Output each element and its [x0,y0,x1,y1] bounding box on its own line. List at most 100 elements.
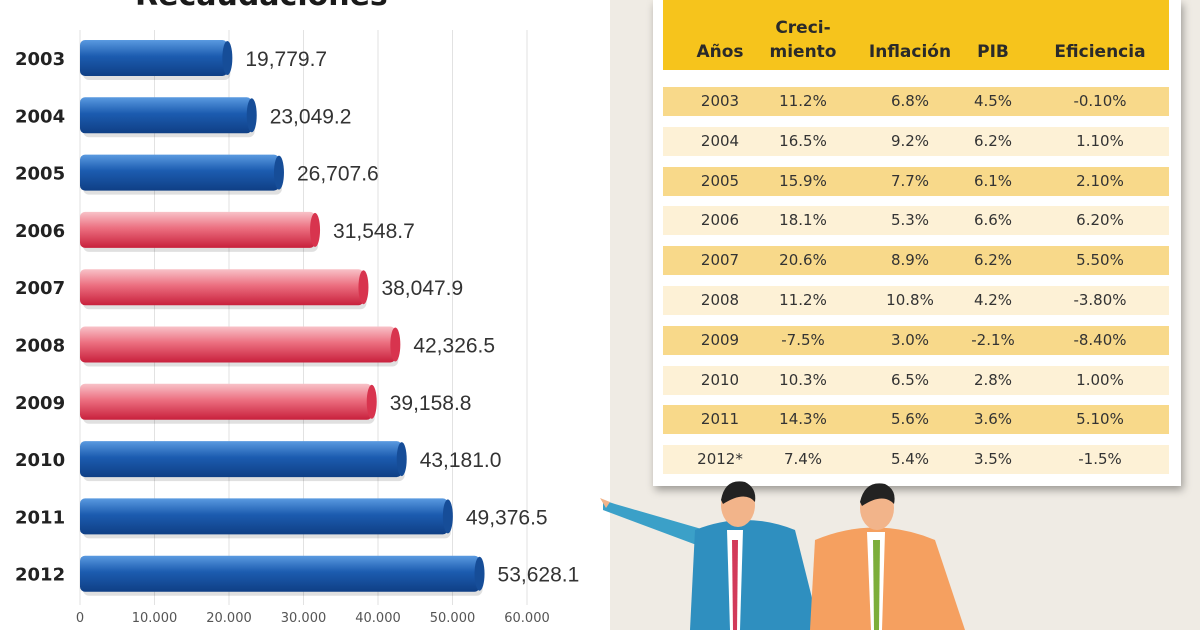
table-cell: 4.5% [973,92,1013,110]
column-header: Eficiencia [1054,42,1146,62]
table-cell: -3.80% [1073,291,1127,309]
bar [80,326,396,363]
x-tick-label: 40.000 [355,611,401,626]
table-cell: -8.40% [1073,330,1127,349]
man-left [600,481,820,630]
table-cell: 14.3% [779,410,827,429]
table-cell: 5.4% [890,450,930,469]
indicators-table: Años Creci- miento Inflación PIB Eficiencia … [653,0,1181,486]
table-row: 2008 11.2% 10.8% 4.2% -3.80% [663,286,1169,315]
table-cell: 2.10% [1076,171,1124,190]
x-tick-label: 50.000 [430,611,476,626]
y-category-label: 2005 [15,164,65,185]
table-cell: 18.1% [779,211,827,230]
table-cell: -1.5% [1078,450,1122,469]
table-row: 2012* 7.4% 5.4% 3.5% -1.5% [663,445,1169,475]
table-cell: 6.2% [973,251,1013,270]
column-header: PIB [977,42,1009,62]
bar [80,269,364,306]
table-cell: 15.9% [779,171,827,190]
data-label: 49,376.5 [466,506,548,529]
table-cell: 5.6% [890,410,930,429]
x-tick-label: 30.000 [281,611,327,626]
data-label: 39,158.8 [390,392,472,415]
bar-end [366,384,377,419]
table-cell: 2.8% [973,370,1013,389]
data-label: 31,548.7 [333,220,415,243]
bar [80,383,372,420]
table-cell: 6.8% [890,92,930,110]
table-cell: 9.2% [890,131,930,150]
bar-end [310,212,321,247]
x-tick-label: 60.000 [504,611,550,626]
table-cell: 1.00% [1076,370,1124,389]
businessmen-illustration [600,481,965,630]
table-cell: 5.50% [1076,251,1124,270]
table-cell: 8.9% [890,251,930,270]
table-cell: 6.5% [890,370,930,389]
table-cell: 6.2% [973,131,1013,150]
column-header: Inflación [868,42,952,62]
table-cell: 2009 [700,330,740,349]
data-label: 38,047.9 [381,277,463,300]
table-cell: 4.2% [973,291,1013,309]
table-row: 2004 16.5% 9.2% 6.2% 1.10% [663,126,1169,156]
table-row: 2010 10.3% 6.5% 2.8% 1.00% [663,365,1169,395]
bar [80,441,402,478]
table-row: 2011 14.3% 5.6% 3.6% 5.10% [663,405,1169,435]
x-tick-label: 20.000 [206,611,252,626]
table-cell: 6.1% [973,171,1013,190]
bar-chart: 0 10.000 20.000 30.000 40.000 50.000 60.000 200… [15,30,580,626]
table-cell: 2004 [700,131,740,150]
table-cell: 10.3% [779,370,827,389]
man-right [810,483,965,630]
y-category-label: 2006 [15,221,65,242]
table-cell: 5.3% [890,211,930,230]
table-cell: 5.10% [1076,410,1124,429]
table-cell: -7.5% [781,330,825,349]
table-cell: 3.5% [973,450,1013,469]
table-cell: 3.0% [890,330,930,349]
bar [80,555,480,592]
x-tick-label: 10.000 [132,611,178,626]
table-cell: 6.20% [1076,211,1124,230]
table-cell: 2012* [697,450,743,469]
table-row: 2003 11.2% 6.8% 4.5% -0.10% [663,87,1169,116]
table-cell: 2006 [700,211,740,230]
y-category-label: 2012 [15,565,65,586]
y-category-label: 2010 [15,450,65,471]
table-cell: 7.4% [783,450,823,469]
table-cell: 6.6% [973,211,1013,230]
chart-title: Recaudaciones [135,0,388,13]
table-cell: 11.2% [779,291,827,309]
bar [80,40,228,76]
data-label: 53,628.1 [498,564,580,587]
y-category-label: 2008 [15,336,65,357]
table-cell: 7.7% [890,171,930,190]
table-cell: 20.6% [779,251,827,270]
x-tick-label: 0 [76,611,84,626]
data-label: 26,707.6 [297,163,379,186]
table-cell: -0.10% [1073,92,1127,110]
table-cell: 2005 [700,171,740,190]
table-cell: 3.6% [973,410,1013,429]
table-row: 2006 18.1% 5.3% 6.6% 6.20% [663,206,1169,236]
table-cell: 2003 [700,92,740,110]
bar [80,154,279,191]
table-cell: 11.2% [779,92,827,110]
column-header: Creci- miento [769,18,837,62]
y-category-label: 2003 [15,49,65,70]
y-category-label: 2004 [15,106,65,127]
bar-end [396,442,407,477]
data-label: 42,326.5 [413,335,495,358]
bar [80,498,448,535]
table-row: 2009 -7.5% 3.0% -2.1% -8.40% [663,325,1169,355]
table-row: 2005 15.9% 7.7% 6.1% 2.10% [663,166,1169,196]
column-header: Años [696,42,744,62]
y-category-label: 2011 [15,507,65,528]
data-label: 43,181.0 [420,449,502,472]
bar-end [246,98,257,133]
table-cell: 10.8% [886,291,934,309]
bar [80,211,316,248]
bar-end [474,556,485,591]
